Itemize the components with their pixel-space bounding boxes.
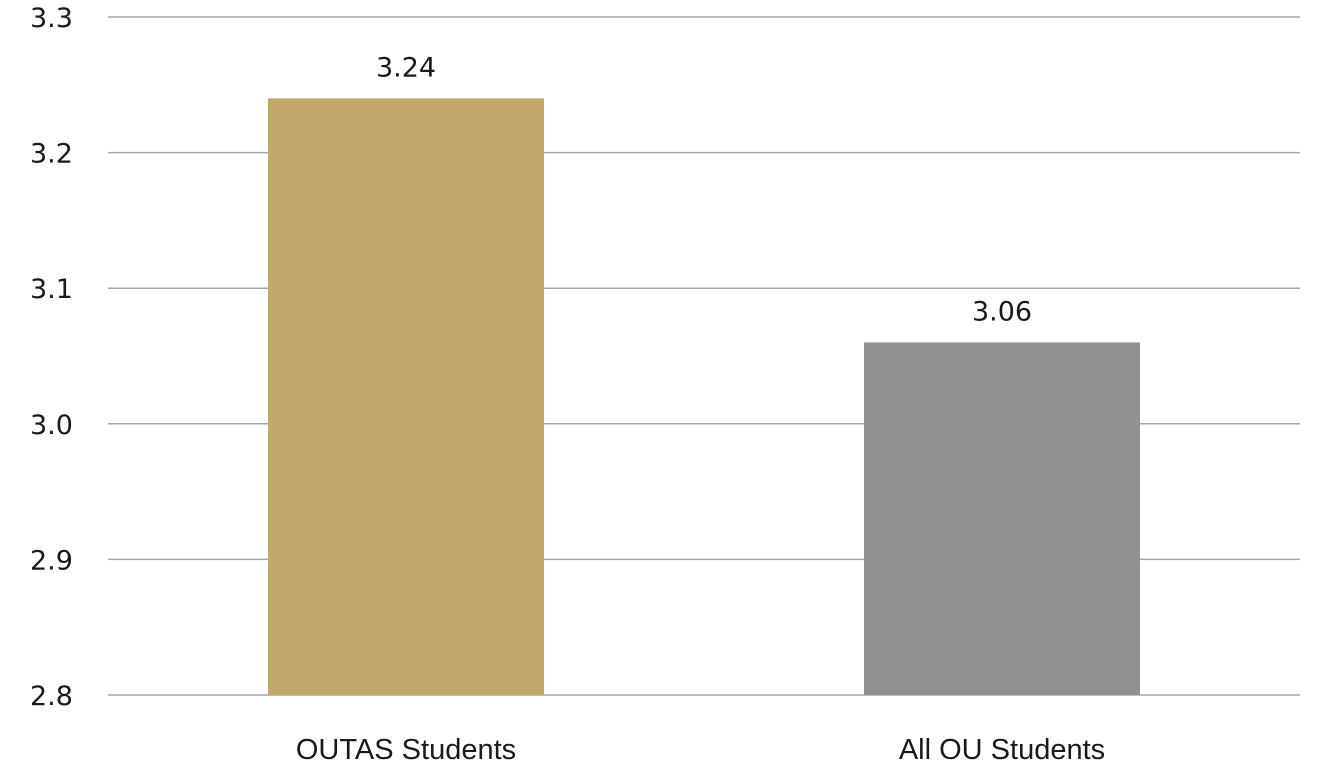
data-labels: 3.24 3.06 [376,52,1032,327]
x-category-label: OUTAS Students [296,734,516,766]
y-axis-tick-labels: 2.8 2.9 3.0 3.1 3.2 3.3 [30,3,73,712]
y-tick-label: 3.0 [30,410,73,441]
bar [268,98,544,696]
bar [864,342,1140,695]
data-label: 3.24 [376,52,436,83]
bars [268,98,1140,696]
x-category-label: All OU Students [899,734,1105,766]
y-tick-label: 2.8 [30,681,73,712]
y-tick-label: 3.2 [30,139,73,170]
y-tick-label: 3.1 [30,274,73,305]
y-tick-label: 2.9 [30,545,73,576]
x-axis-category-labels: OUTAS Students All OU Students [296,734,1105,766]
data-label: 3.06 [972,296,1032,327]
y-tick-label: 3.3 [30,3,73,34]
